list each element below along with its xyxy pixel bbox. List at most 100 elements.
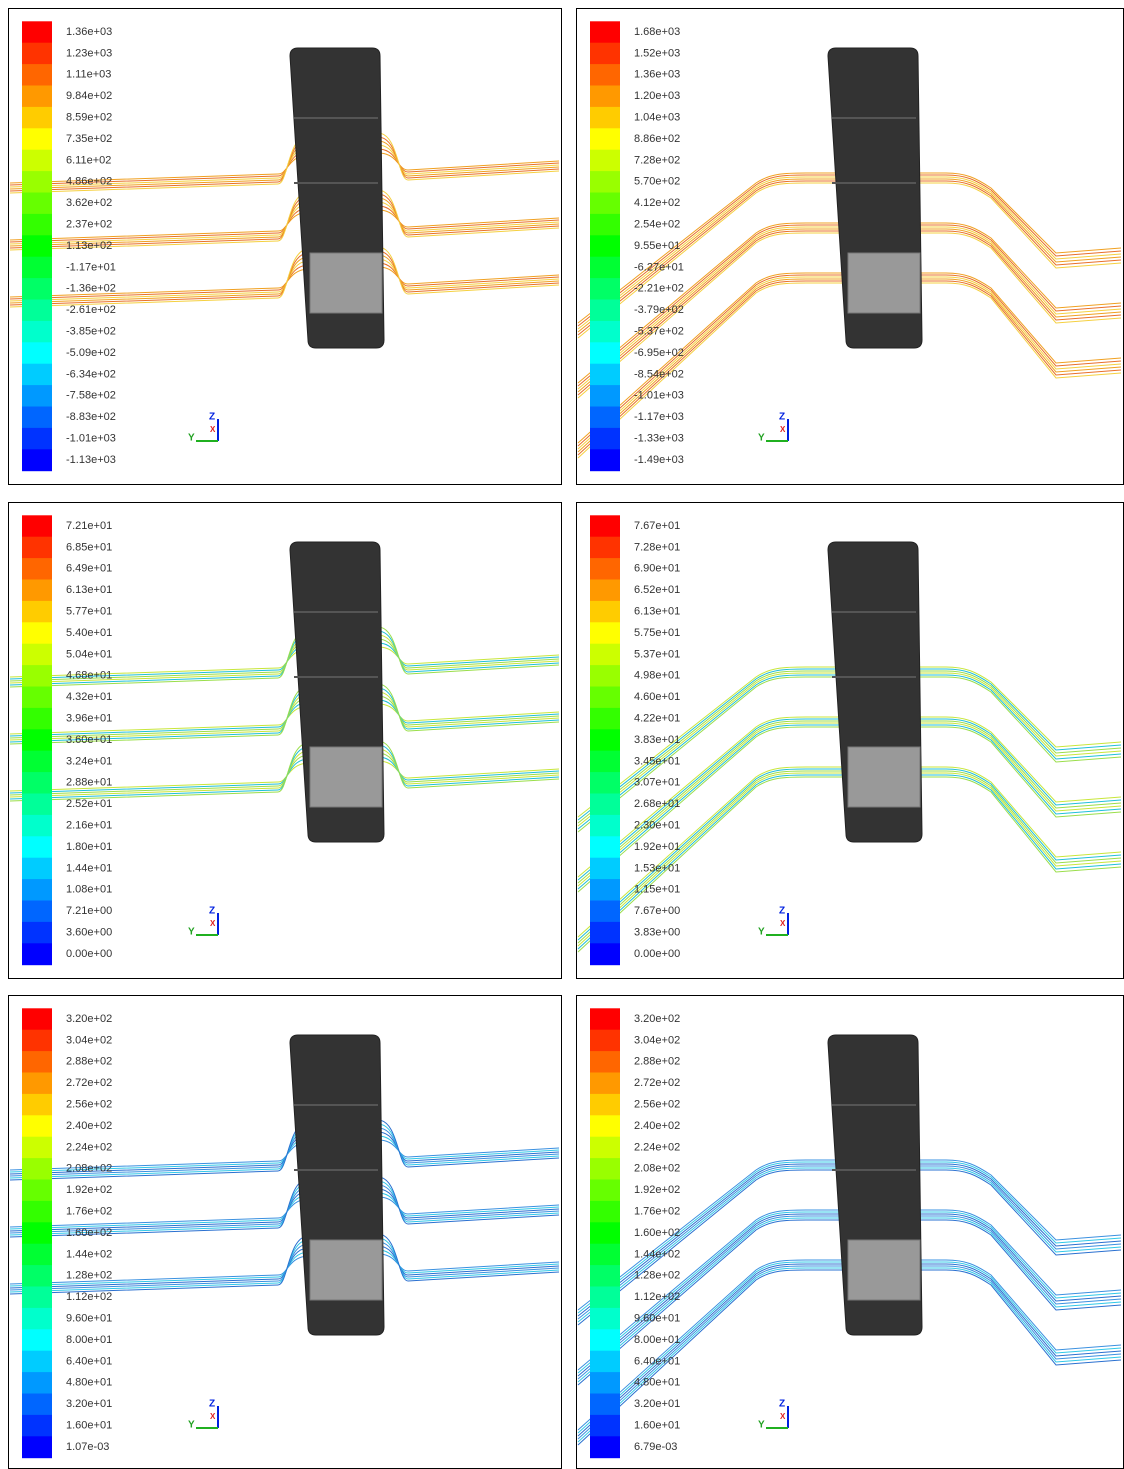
legend-label: 4.22e+01 (634, 713, 680, 725)
streamline (577, 176, 1122, 330)
triad-label: X (210, 1412, 216, 1421)
legend-swatch (590, 278, 620, 300)
streamline (577, 666, 1122, 818)
legend-label: 1.44e+02 (66, 1248, 112, 1260)
legend-swatch (590, 1307, 620, 1330)
legend-label: -6.27e+01 (634, 261, 684, 273)
legend-swatch (22, 1265, 52, 1287)
legend-label: 1.15e+01 (634, 884, 680, 896)
legend-swatch (590, 128, 620, 151)
legend-label: 3.20e+01 (634, 1398, 680, 1410)
triad-label: X (780, 1412, 786, 1421)
legend-label: 1.12e+02 (66, 1291, 112, 1303)
legend-swatch (590, 363, 620, 386)
legend-swatch (590, 1051, 620, 1073)
streamline (577, 776, 1122, 953)
panel: 7.67e+01 7.28e+01 6.90e+01 6.52e+01 6.13e+01… (576, 502, 1124, 979)
legend-swatch (590, 1436, 620, 1459)
triad-label: X (780, 425, 786, 434)
legend-label: 1.12e+02 (634, 1291, 680, 1303)
legend-swatch (590, 1286, 620, 1309)
legend-swatch (22, 857, 52, 880)
legend-swatch (590, 1393, 620, 1416)
legend-label: 6.49e+01 (66, 563, 112, 575)
legend-label: 1.60e+01 (634, 1420, 680, 1432)
legend-label: -7.58e+02 (66, 390, 116, 402)
triad-label: Z (779, 1399, 785, 1410)
legend-swatch (22, 1136, 52, 1159)
legend-label: -1.17e+03 (634, 411, 684, 423)
legend-label: 1.23e+03 (66, 47, 112, 59)
legend-label: 4.68e+01 (66, 670, 112, 682)
legend-swatch (22, 235, 52, 258)
legend-swatch (22, 342, 52, 365)
legend-label: -8.54e+02 (634, 368, 684, 380)
legend-label: -1.01e+03 (66, 433, 116, 445)
legend-swatch (22, 750, 52, 773)
legend-label: 3.20e+01 (66, 1398, 112, 1410)
legend-swatch (590, 750, 620, 773)
legend-swatch (590, 449, 620, 472)
legend-label: 1.92e+02 (66, 1184, 112, 1196)
legend-swatch (590, 643, 620, 666)
legend-swatch (22, 665, 52, 687)
streamline (577, 278, 1122, 453)
streamline (577, 274, 1122, 447)
legend-label: 4.80e+01 (634, 1377, 680, 1389)
legend-swatch (22, 1158, 52, 1180)
legend-label: 1.04e+03 (634, 112, 680, 124)
streamline (577, 672, 1122, 827)
panel-frame (8, 995, 562, 1469)
legend-swatch (590, 213, 620, 236)
legend-label: 7.28e+01 (634, 541, 680, 553)
triad-label: Y (188, 433, 195, 444)
legend-swatch (22, 1329, 52, 1352)
streamline (577, 1263, 1122, 1437)
legend-label: 1.07e-03 (66, 1441, 109, 1453)
streamline (577, 180, 1122, 336)
legend-label: 1.60e+02 (66, 1227, 112, 1239)
legend-label: -3.79e+02 (634, 304, 684, 316)
legend-swatch (590, 857, 620, 880)
legend-label: 3.45e+01 (634, 755, 680, 767)
triad-label: Z (209, 906, 215, 917)
streamline (577, 1209, 1122, 1371)
legend-label: 1.13e+02 (66, 240, 112, 252)
legend-swatch (22, 256, 52, 279)
legend-label: 8.00e+01 (634, 1334, 680, 1346)
legend-label: 6.40e+01 (634, 1355, 680, 1367)
legend-label: 2.68e+01 (634, 798, 680, 810)
triad-label: Y (188, 1420, 195, 1431)
streamline (577, 224, 1122, 387)
streamline (577, 674, 1122, 830)
legend-swatch (590, 320, 620, 343)
legend-label: 3.60e+01 (66, 734, 112, 746)
legend-swatch (590, 21, 620, 44)
streamline (577, 1159, 1122, 1311)
legend-swatch (590, 1222, 620, 1245)
legend-swatch (22, 943, 52, 966)
legend-label: 7.21e+00 (66, 905, 112, 917)
legend-label: 1.53e+01 (634, 862, 680, 874)
legend-swatch (590, 879, 620, 901)
panel: 3.20e+02 3.04e+02 2.88e+02 2.72e+02 2.56e+02… (576, 995, 1124, 1469)
legend-swatch (590, 406, 620, 429)
legend-label: -6.34e+02 (66, 368, 116, 380)
legend-label: -3.85e+02 (66, 326, 116, 338)
legend-label: -5.37e+02 (634, 326, 684, 338)
legend-swatch (22, 729, 52, 752)
legend-label: -2.61e+02 (66, 304, 116, 316)
legend-swatch (22, 427, 52, 450)
legend-swatch (22, 213, 52, 236)
legend-swatch (22, 1222, 52, 1245)
legend-swatch (590, 515, 620, 538)
streamline (577, 716, 1122, 878)
legend-swatch (590, 579, 620, 602)
legend-label: 1.76e+02 (634, 1206, 680, 1218)
legend-label: -1.13e+03 (66, 454, 116, 466)
panel: 1.36e+03 1.23e+03 1.11e+03 9.84e+02 8.59e+02… (8, 8, 562, 485)
legend-label: 1.44e+02 (634, 1248, 680, 1260)
legend-swatch (590, 106, 620, 129)
streamline (577, 174, 1122, 327)
legend-swatch (22, 406, 52, 429)
